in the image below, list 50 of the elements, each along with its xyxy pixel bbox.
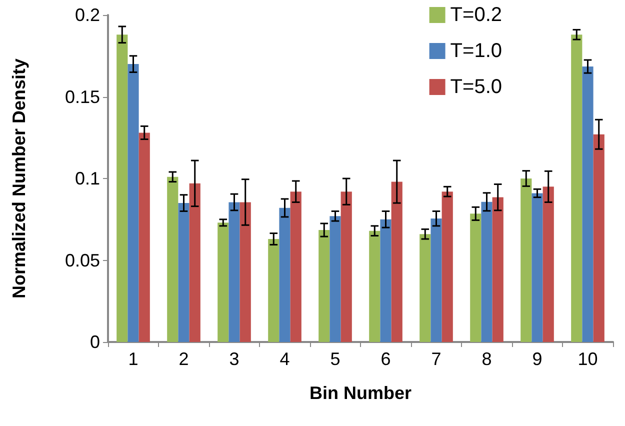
y-axis-title: Normalized Number Density: [9, 58, 29, 299]
x-tick-label: 8: [482, 349, 492, 369]
bar: [430, 218, 442, 342]
bar: [228, 202, 240, 342]
bar: [340, 192, 352, 342]
bar: [442, 192, 453, 342]
bar: [532, 193, 543, 342]
bar: [178, 203, 190, 342]
x-tick-label: 9: [532, 349, 542, 369]
y-tick-label: 0.1: [74, 168, 100, 188]
bar: [380, 219, 392, 342]
bar: [279, 208, 290, 342]
bar: [520, 178, 532, 342]
x-tick-label: 1: [128, 349, 138, 369]
bar: [571, 34, 582, 342]
x-tick-label: 6: [380, 349, 391, 369]
bar: [391, 182, 402, 342]
y-tick-label: 0: [90, 332, 100, 352]
x-axis-title: Bin Number: [309, 383, 412, 403]
x-tick-label: 4: [280, 349, 290, 369]
x-tick-label: 10: [578, 349, 598, 369]
bar: [218, 222, 229, 342]
y-tick-label: 0.05: [64, 250, 100, 270]
bar: [420, 234, 431, 342]
bar: [189, 183, 200, 342]
bar: [492, 197, 504, 342]
x-tick-label: 3: [229, 349, 240, 369]
x-tick-label: 5: [330, 349, 340, 369]
bar: [268, 238, 280, 342]
bar: [240, 202, 251, 342]
bar: [542, 186, 554, 342]
bar: [330, 216, 341, 342]
x-tick-label: 2: [178, 349, 189, 369]
y-tick-label: 0.2: [74, 5, 100, 25]
bar: [128, 64, 139, 342]
legend-label: T=1.0: [450, 40, 502, 62]
bar: [582, 66, 594, 342]
bar: [470, 214, 482, 342]
bar: [116, 34, 128, 342]
legend-label: T=0.2: [450, 4, 502, 26]
bar: [369, 230, 380, 342]
legend-label: T=5.0: [450, 76, 502, 98]
bar: [290, 192, 302, 342]
bar: [318, 230, 330, 342]
bar: [167, 176, 178, 342]
bar: [593, 134, 604, 342]
bar: [481, 202, 492, 342]
x-tick-label: 7: [431, 349, 442, 369]
bar: [138, 132, 150, 342]
y-tick-label: 0.15: [64, 86, 100, 107]
